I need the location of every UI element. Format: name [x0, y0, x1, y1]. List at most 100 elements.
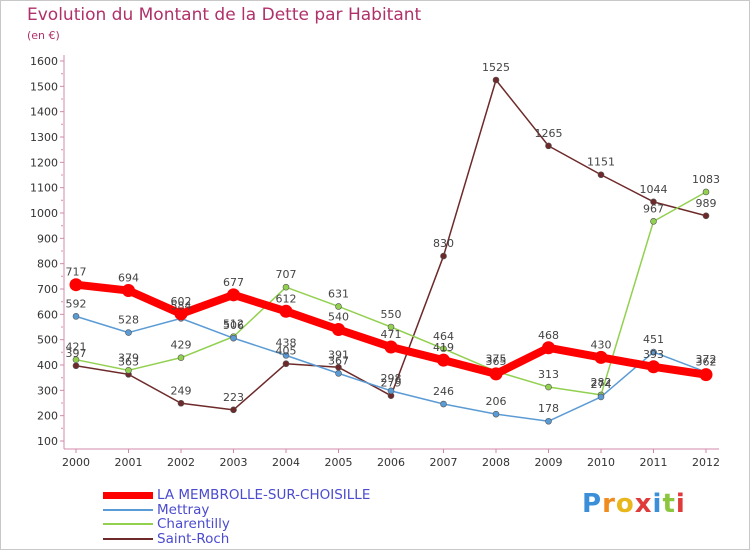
data-label: 631	[328, 287, 349, 300]
data-point	[227, 288, 240, 302]
data-point	[387, 323, 395, 331]
data-label: 451	[643, 333, 664, 346]
legend-swatch-membrolle	[103, 491, 153, 499]
data-label: 540	[328, 311, 349, 324]
data-point	[282, 352, 290, 359]
y-minor-tick	[61, 72, 63, 75]
data-point	[545, 417, 552, 425]
data-label: 471	[381, 328, 402, 341]
data-point	[699, 368, 713, 382]
data-point	[69, 278, 83, 292]
x-tick-label: 2009	[535, 456, 563, 469]
y-minor-tick	[61, 300, 63, 303]
y-minor-tick	[61, 123, 63, 126]
chart-title: Evolution du Montant de la Dette par Hab…	[27, 5, 422, 25]
data-label: 677	[223, 276, 244, 289]
data-label: 989	[696, 197, 717, 210]
y-minor-tick	[61, 98, 63, 100]
x-tick-label: 2008	[482, 456, 510, 469]
data-label: 612	[276, 292, 297, 305]
data-point	[125, 367, 132, 374]
data-label: 206	[486, 395, 507, 408]
data-label: 1151	[587, 156, 615, 169]
data-label: 584	[171, 299, 192, 312]
data-label: 464	[433, 330, 454, 343]
data-point	[597, 171, 605, 179]
data-label: 602	[171, 295, 192, 308]
y-minor-tick	[61, 427, 63, 430]
data-label: 468	[538, 329, 559, 342]
series-line-2	[75, 191, 707, 396]
data-label: 397	[66, 347, 87, 360]
data-point	[542, 341, 555, 355]
data-label: 367	[328, 354, 349, 367]
legend-swatch-saint-roch	[103, 538, 153, 540]
data-point	[387, 387, 395, 395]
data-point	[332, 323, 345, 337]
y-minor-tick	[61, 174, 63, 176]
data-label: 1265	[535, 127, 563, 140]
y-tick-label: 1600	[30, 55, 58, 68]
x-tick-label: 2010	[587, 456, 615, 469]
data-label: 528	[118, 314, 139, 327]
y-tick-label: 100	[37, 435, 58, 448]
data-label: 282	[591, 376, 612, 389]
legend-item-charentilly: Charentilly	[103, 516, 230, 532]
logo-letter: i	[675, 489, 686, 519]
data-label: 372	[696, 353, 717, 366]
data-label: 223	[223, 391, 244, 404]
y-tick-label: 800	[37, 258, 58, 271]
logo-letter: r	[602, 489, 616, 519]
y-tick-label: 400	[37, 359, 58, 372]
data-point	[492, 76, 500, 84]
data-point	[489, 367, 503, 381]
x-tick-label: 2003	[220, 456, 248, 469]
proxiti-logo: Proxiti	[582, 489, 686, 519]
y-tick-label: 300	[37, 384, 58, 397]
data-label: 419	[433, 341, 454, 354]
data-label: 274	[591, 378, 612, 391]
data-label: 393	[643, 348, 664, 361]
logo-letter: o	[615, 489, 635, 519]
data-label: 249	[171, 384, 192, 397]
y-minor-tick	[61, 199, 63, 202]
data-label: 298	[381, 372, 402, 385]
logo-letter: i	[652, 489, 663, 519]
data-label: 363	[118, 355, 139, 368]
data-point	[440, 400, 447, 408]
data-point	[335, 370, 342, 377]
y-minor-tick	[61, 351, 63, 354]
x-tick-label: 2006	[377, 456, 405, 469]
y-minor-tick	[61, 224, 63, 227]
y-tick-label: 700	[37, 283, 58, 296]
data-label: 362	[696, 356, 717, 369]
x-tick-label: 2011	[640, 456, 668, 469]
data-label: 550	[381, 308, 402, 321]
legend-label-charentilly: Charentilly	[157, 516, 230, 532]
y-minor-tick	[61, 326, 63, 328]
data-point	[174, 307, 188, 321]
data-point	[650, 198, 657, 206]
data-point	[122, 284, 135, 298]
y-tick-label: 500	[37, 334, 58, 347]
data-label: 421	[66, 341, 87, 354]
data-label: 707	[276, 268, 297, 281]
x-tick-label: 2012	[692, 456, 720, 469]
data-point	[177, 399, 185, 407]
data-label: 830	[433, 237, 454, 250]
data-label: 512	[223, 318, 244, 331]
data-point	[440, 345, 447, 353]
chart-data-labels: 717 694 602 677 612 540 471 419 365 468 430 393 362 5…	[66, 61, 721, 415]
data-point	[177, 354, 185, 361]
y-tick-label: 600	[37, 308, 58, 321]
legend-label-membrolle: LA MEMBROLLE-SUR-CHOISILLE	[157, 487, 371, 503]
data-point	[279, 304, 293, 318]
data-point	[492, 410, 500, 418]
data-label: 365	[486, 355, 507, 368]
data-label: 405	[276, 345, 297, 358]
y-tick-label: 900	[37, 232, 58, 245]
data-label: 438	[276, 336, 297, 349]
legend-item-membrolle: LA MEMBROLLE-SUR-CHOISILLE	[103, 487, 370, 503]
